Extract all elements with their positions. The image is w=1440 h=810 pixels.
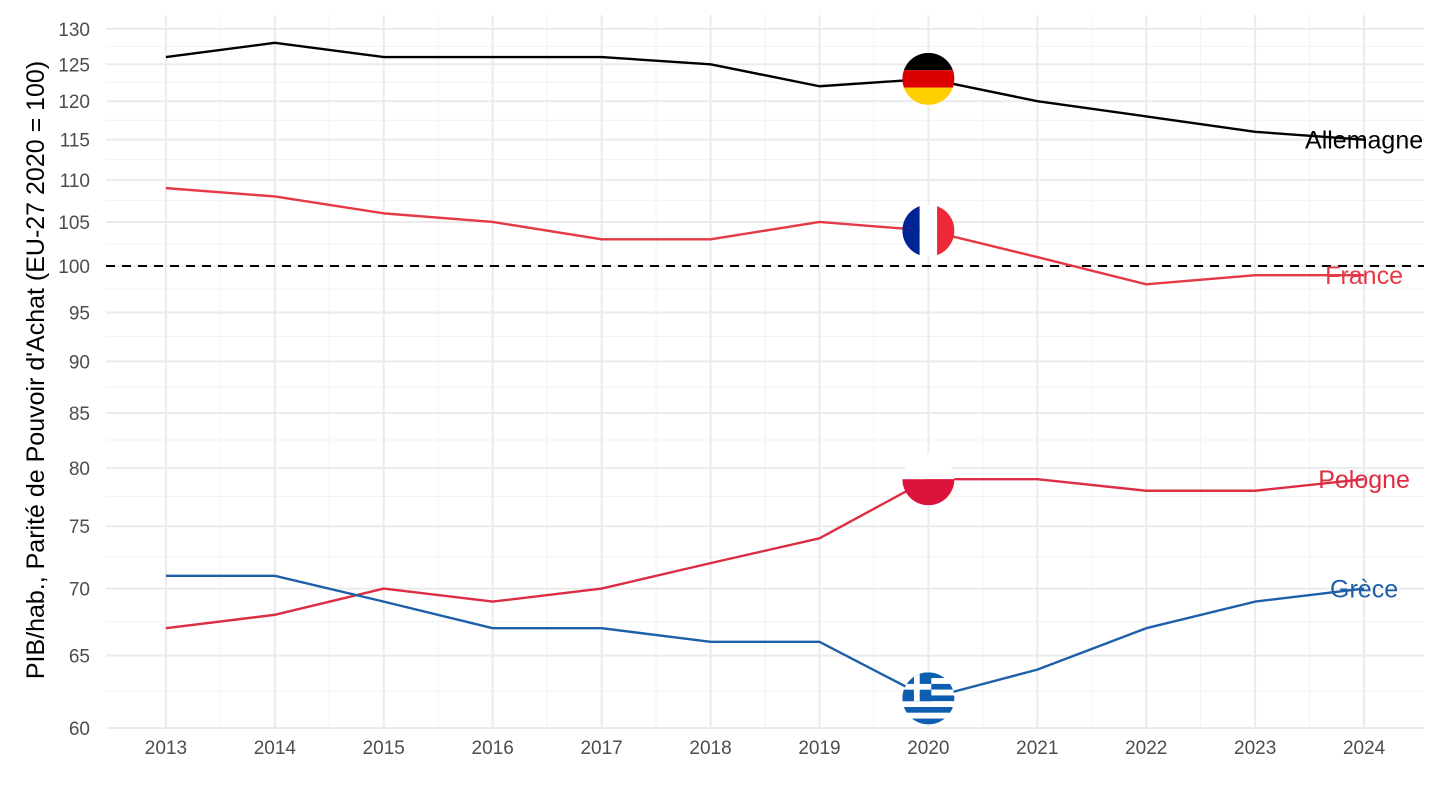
- x-tick-label: 2020: [907, 738, 949, 759]
- x-tick-label: 2023: [1234, 738, 1276, 759]
- series-line-france: [165, 186, 1365, 286]
- y-tick-label: 65: [69, 647, 90, 668]
- poland-flag-icon: [902, 453, 955, 506]
- series-line-pologne: [165, 478, 1365, 630]
- x-tick-label: 2016: [472, 738, 514, 759]
- y-tick-label: 90: [69, 352, 90, 373]
- series-lines: [165, 41, 1365, 700]
- x-tick-label: 2018: [689, 738, 731, 759]
- y-tick-label: 130: [58, 20, 90, 41]
- series-line-grèce: [165, 574, 1365, 700]
- x-tick-label: 2015: [363, 738, 405, 759]
- grid: [106, 15, 1424, 729]
- series-label-france: France: [1325, 262, 1403, 290]
- y-tick-label: 120: [58, 92, 90, 113]
- y-tick-label: 70: [69, 580, 90, 601]
- series-line-allemagne: [165, 41, 1365, 141]
- y-tick-label: 100: [58, 257, 90, 278]
- y-tick-label: 80: [69, 459, 90, 480]
- series-label-allemagne: Allemagne: [1305, 127, 1423, 155]
- series-labels: Allemagne France Pologne Grèce: [1305, 127, 1423, 604]
- y-tick-label: 75: [69, 517, 90, 538]
- x-tick-label: 2024: [1343, 738, 1386, 759]
- x-tick-label: 2013: [145, 738, 187, 759]
- x-tick-label: 2021: [1016, 738, 1058, 759]
- y-axis-ticks: 60 65 70 75 80 85 90 95 100 105 110 115 120 125 130: [58, 20, 90, 740]
- france-flag-icon: [902, 204, 955, 257]
- germany-flag-icon: [902, 52, 955, 105]
- series-label-grèce: Grèce: [1330, 576, 1398, 604]
- y-tick-label: 125: [58, 55, 90, 76]
- greece-flag-icon: [902, 672, 955, 725]
- series-label-pologne: Pologne: [1318, 466, 1410, 494]
- y-tick-label: 60: [69, 719, 90, 740]
- x-tick-label: 2022: [1125, 738, 1167, 759]
- x-tick-label: 2017: [580, 738, 622, 759]
- x-tick-label: 2014: [254, 738, 297, 759]
- y-tick-label: 110: [60, 171, 90, 192]
- y-tick-label: 85: [69, 404, 90, 425]
- x-tick-label: 2019: [798, 738, 840, 759]
- y-axis-label: PIB/hab., Parité de Pouvoir d'Achat (EU-…: [22, 61, 50, 679]
- x-axis-ticks: 2013 2014 2015 2016 2017 2018 2019 2020 2021 2022…: [145, 738, 1386, 759]
- y-tick-label: 115: [60, 131, 90, 152]
- y-tick-label: 95: [69, 303, 90, 324]
- y-tick-label: 105: [58, 213, 90, 234]
